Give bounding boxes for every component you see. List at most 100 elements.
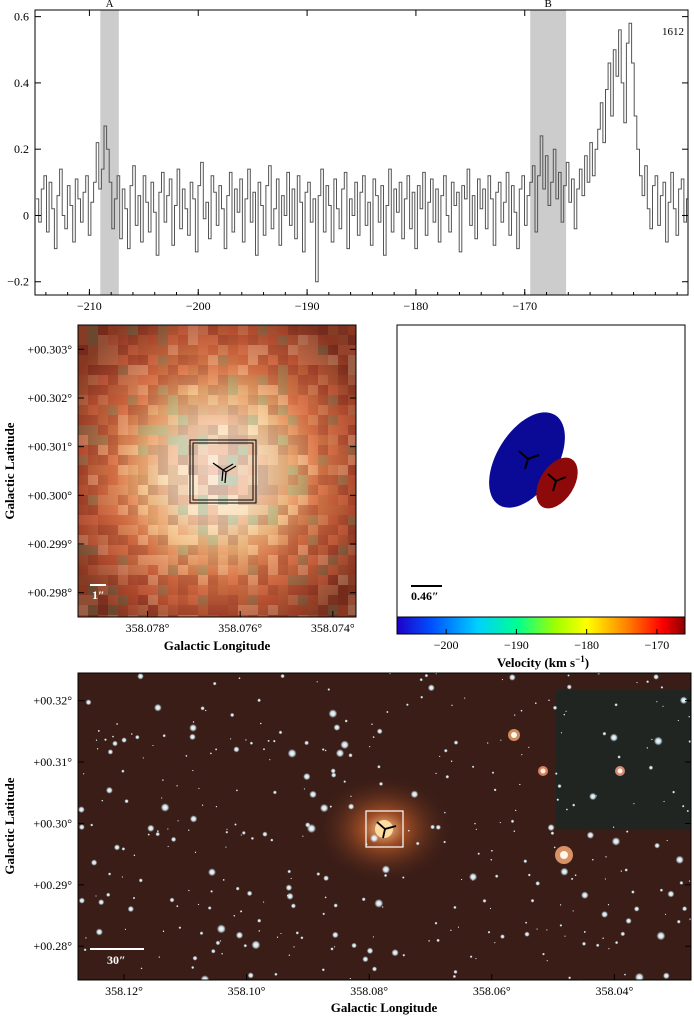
star	[155, 831, 160, 837]
zoom-pixel	[348, 445, 356, 455]
zoom-pixel	[198, 445, 208, 455]
star	[239, 910, 243, 913]
star	[233, 746, 240, 753]
star	[427, 684, 435, 692]
star	[78, 824, 85, 831]
star	[679, 696, 688, 705]
star	[176, 905, 179, 908]
zoom-pixel	[308, 545, 318, 555]
zoom-pixel	[178, 355, 188, 365]
star	[620, 870, 623, 872]
spectrum-xtick-label: −190	[295, 299, 320, 313]
zoom-pixel	[188, 405, 198, 415]
star	[667, 890, 675, 898]
star	[672, 790, 676, 794]
zoom-pixel	[238, 345, 248, 355]
zoom-pixel	[108, 365, 118, 375]
zoom-pixel	[208, 385, 218, 395]
zoom-box-inner	[192, 442, 254, 501]
star	[362, 956, 369, 963]
star	[656, 700, 658, 703]
zoom-pixel	[208, 545, 218, 555]
zoom-pixel	[288, 605, 298, 615]
zoom-pixel	[278, 535, 288, 545]
zoom-pixel	[338, 565, 348, 575]
spectrum-ytick-label: 0	[23, 208, 29, 222]
zoom-pixel	[138, 455, 148, 465]
zoom-pixel	[258, 515, 268, 525]
star	[624, 868, 628, 872]
star	[215, 805, 218, 808]
zoom-pixel	[118, 565, 128, 575]
zoom-pixel	[268, 595, 278, 605]
zoom-pixel	[208, 505, 218, 515]
zoom-pixel	[198, 555, 208, 565]
zoom-pixel	[288, 335, 298, 345]
zoom-pixel	[158, 595, 168, 605]
zoom-pixel	[178, 595, 188, 605]
star	[162, 734, 166, 738]
zoom-pixel	[128, 485, 138, 495]
zoom-pixel	[158, 455, 168, 465]
zoom-pixel	[168, 495, 178, 505]
zoom-pixel	[178, 485, 188, 495]
zoom-pixel	[288, 505, 298, 515]
zoom-pixel	[248, 405, 258, 415]
star	[257, 918, 262, 923]
zoom-pixel	[158, 505, 168, 515]
zoom-pixel	[278, 585, 288, 595]
zoom-pixel	[268, 495, 278, 505]
star	[211, 948, 216, 954]
zoom-pixel	[108, 385, 118, 395]
star	[435, 772, 437, 775]
zoom-pixel	[308, 505, 318, 515]
zoom-pixel	[118, 425, 128, 435]
zoom-pixel	[218, 605, 228, 615]
colorbar-tick-label: −190	[504, 638, 529, 652]
star	[142, 757, 145, 759]
zoom-pixel	[308, 495, 318, 505]
zoom-pixel	[298, 585, 308, 595]
zoom-pixel	[198, 335, 208, 345]
zoom-pixel	[228, 485, 238, 495]
zoom-pixel	[268, 365, 278, 375]
zoom-pixel	[88, 415, 98, 425]
zoom-pixel	[238, 335, 248, 345]
star	[686, 809, 689, 813]
zoom-pixel	[138, 565, 148, 575]
zoom-pixel	[148, 415, 158, 425]
zoom-pixel	[148, 565, 158, 575]
star	[90, 859, 98, 866]
zoom-pixel	[228, 545, 238, 555]
star	[494, 874, 499, 878]
zoom-pixel	[288, 365, 298, 375]
zoom-pixel	[208, 565, 218, 575]
zoom-pixel	[338, 485, 348, 495]
zoom-pixel	[178, 475, 188, 485]
zoom-pixel	[118, 505, 128, 515]
zoom-pixel	[138, 415, 148, 425]
zoom-pixel	[308, 615, 318, 617]
zoom-pixel	[258, 425, 268, 435]
zoom-pixel	[318, 525, 328, 535]
zoom-pixel	[318, 395, 328, 405]
zoom-pixel	[158, 495, 168, 505]
star	[335, 749, 345, 758]
zoom-pixel	[218, 455, 228, 465]
zoom-pixel	[338, 605, 348, 615]
zoom-pixel	[88, 585, 98, 595]
zoom-pixel	[228, 375, 238, 385]
zoom-pixel	[338, 395, 348, 405]
zoom-pixel	[258, 505, 268, 515]
zoom-pixel	[288, 525, 298, 535]
star	[553, 846, 556, 849]
star	[565, 710, 567, 713]
zoom-pixel	[78, 445, 88, 455]
zoom-pixel	[198, 565, 208, 575]
star	[132, 896, 136, 900]
zoom-pixel	[158, 435, 168, 445]
zoom-pixel	[338, 375, 348, 385]
zoom-pixel	[228, 605, 238, 615]
star	[475, 957, 477, 960]
star	[225, 830, 229, 834]
